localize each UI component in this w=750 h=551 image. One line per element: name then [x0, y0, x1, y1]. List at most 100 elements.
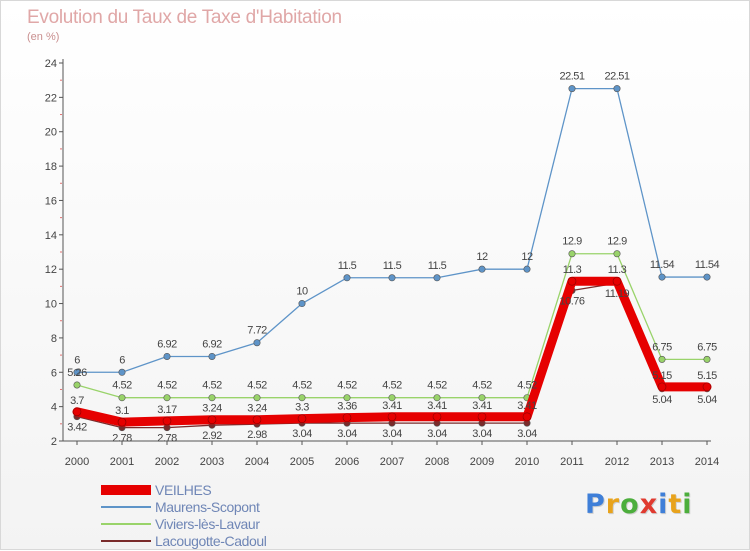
legend-item-lacougotte-cadoul: Lacougotte-Cadoul — [101, 533, 361, 549]
data-label: 11.54 — [650, 259, 675, 271]
data-label: 3.3 — [295, 402, 309, 414]
logo-letter: t — [668, 489, 683, 520]
data-point — [568, 250, 576, 258]
data-label: 3.04 — [337, 428, 357, 440]
data-label: 6.75 — [697, 341, 717, 353]
data-label: 3.36 — [337, 401, 357, 413]
data-point — [567, 276, 577, 286]
x-tick-label: 2012 — [605, 456, 629, 468]
legend-item-veilhes: VEILHES — [101, 482, 361, 498]
logo-letter: i — [682, 489, 693, 520]
data-label: 3.41 — [472, 400, 492, 412]
data-label: 22.51 — [604, 71, 629, 83]
data-point — [72, 407, 82, 417]
data-point — [117, 417, 127, 427]
y-tick-label: 20 — [45, 127, 57, 139]
data-label: 11.3 — [608, 264, 627, 276]
x-tick-label: 2002 — [155, 456, 179, 468]
data-point — [297, 414, 307, 423]
data-point — [658, 355, 666, 363]
legend-swatch-veilhes — [101, 485, 151, 495]
data-point — [478, 394, 486, 402]
data-label: 6.92 — [202, 338, 222, 350]
legend-label-viviers-les-lavaur: Viviers-lès-Lavaur — [155, 516, 260, 532]
data-label: 3.04 — [292, 428, 312, 440]
y-tick-label: 6 — [51, 367, 57, 379]
data-label: 4.52 — [157, 380, 177, 392]
data-point — [658, 273, 666, 281]
chart-series — [72, 85, 712, 432]
data-point — [343, 394, 351, 402]
chart-data-labels: 3.7 3.1 3.17 3.24 3.24 3.3 3.36 3.41 3.41 3.41 3.4… — [67, 71, 720, 445]
data-label: 5.26 — [67, 367, 87, 379]
data-point — [613, 85, 621, 93]
data-label: 4.52 — [337, 380, 357, 392]
data-point — [207, 415, 217, 424]
data-label: 6 — [119, 354, 125, 366]
data-point — [478, 265, 486, 273]
series-line-maurens-scopont — [76, 87, 708, 373]
data-point — [73, 368, 81, 376]
legend-label-maurens-scopont: Maurens-Scopont — [155, 499, 260, 515]
data-label: 5.04 — [652, 394, 672, 406]
data-point — [702, 382, 712, 392]
data-point — [298, 394, 306, 402]
data-point — [477, 412, 487, 422]
y-tick-label: 16 — [45, 195, 57, 207]
y-tick-label: 4 — [51, 402, 57, 414]
x-tick-label: 2005 — [290, 456, 314, 468]
x-tick-label: 2009 — [470, 456, 494, 468]
data-label: 2.92 — [202, 430, 222, 442]
data-label: 12.9 — [607, 236, 627, 248]
data-point — [208, 394, 216, 402]
chart-title: Evolution du Taux de Taxe d'Habitation — [27, 7, 342, 28]
y-tick-label: 8 — [51, 333, 57, 345]
data-label: 6.75 — [652, 341, 672, 353]
legend-swatch-lacougotte-cadoul — [101, 540, 151, 542]
x-tick-label: 2008 — [425, 456, 449, 468]
logo-letter: x — [639, 489, 659, 520]
data-point — [523, 265, 531, 273]
data-point — [433, 274, 441, 282]
y-tick-label: 22 — [45, 92, 57, 104]
x-tick-label: 2003 — [200, 456, 224, 468]
logo-letter: r — [605, 489, 621, 520]
data-label: 4.52 — [472, 380, 492, 392]
data-label: 7.72 — [247, 325, 267, 337]
data-point — [703, 273, 711, 281]
data-label: 3.17 — [157, 404, 177, 416]
data-label: 6.92 — [157, 338, 177, 350]
data-label: 10 — [296, 286, 308, 298]
legend-item-maurens-scopont: Maurens-Scopont — [101, 499, 361, 515]
x-tick-label: 2001 — [110, 456, 134, 468]
data-point — [342, 413, 352, 422]
x-tick-label: 2007 — [380, 456, 404, 468]
data-label: 3.24 — [202, 403, 222, 415]
data-label: 22.51 — [559, 71, 584, 83]
logo-letter: P — [585, 489, 606, 520]
data-label: 12.9 — [562, 236, 582, 248]
legend-swatch-viviers-les-lavaur — [101, 523, 151, 525]
x-tick-label: 2006 — [335, 456, 359, 468]
data-label: 4.52 — [202, 380, 222, 392]
data-label: 12 — [476, 251, 488, 263]
data-point — [343, 274, 351, 282]
data-label: 11.19 — [605, 288, 630, 300]
logo-letter: o — [620, 489, 640, 520]
data-point — [703, 355, 711, 363]
data-label: 3.41 — [382, 400, 402, 412]
data-label: 10.76 — [559, 295, 584, 307]
y-tick-label: 18 — [45, 161, 57, 173]
data-label: 3.04 — [382, 428, 402, 440]
data-point — [522, 412, 532, 422]
data-label: 11.5 — [383, 260, 402, 272]
data-label: 3.41 — [427, 400, 447, 412]
data-label: 3.24 — [247, 403, 267, 415]
x-tick-label: 2010 — [515, 456, 539, 468]
data-label: 5.04 — [697, 394, 717, 406]
data-label: 4.52 — [292, 380, 312, 392]
proxiti-logo[interactable]: Proxiti — [585, 489, 693, 520]
data-point — [568, 85, 576, 93]
logo-letter: i — [658, 489, 669, 520]
